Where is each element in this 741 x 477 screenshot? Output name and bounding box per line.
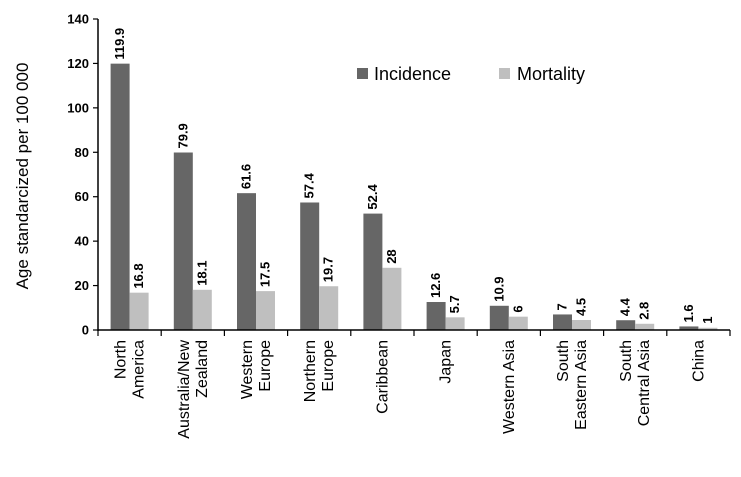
data-label-mortality: 5.7 xyxy=(447,295,462,313)
category-label: Europe xyxy=(320,340,337,392)
bar-mortality xyxy=(445,317,465,330)
bar-mortality xyxy=(319,286,339,330)
data-label-incidence: 4.4 xyxy=(618,297,633,316)
bar-mortality xyxy=(382,267,402,330)
data-label-mortality: 28 xyxy=(384,249,399,263)
category-label: South xyxy=(555,340,572,382)
category-label: Europe xyxy=(257,340,274,392)
data-label-mortality: 18.1 xyxy=(194,260,209,285)
bar-mortality xyxy=(635,323,655,330)
y-tick-label: 120 xyxy=(67,56,89,71)
y-axis-title-group: Age standarcized per 100 000 xyxy=(13,63,32,290)
category-label: Australia/New xyxy=(176,340,193,439)
bar-incidence xyxy=(426,302,446,330)
y-tick-label: 20 xyxy=(75,278,89,293)
category-label: Western Asia xyxy=(501,340,518,434)
bar-incidence xyxy=(679,326,699,330)
y-axis-title: Age standarcized per 100 000 xyxy=(13,63,32,290)
bar-mortality xyxy=(698,327,718,330)
data-label-mortality: 16.8 xyxy=(131,263,146,288)
category-label: Japan xyxy=(438,340,455,384)
bar-incidence xyxy=(237,193,256,330)
legend-swatch-mortality xyxy=(499,68,510,79)
category-label: America xyxy=(131,340,148,399)
legend-label-mortality: Mortality xyxy=(517,64,585,84)
data-label-incidence: 7 xyxy=(555,303,570,310)
data-label-mortality: 2.8 xyxy=(637,302,652,320)
data-label-incidence: 52.4 xyxy=(365,184,380,210)
axes xyxy=(97,19,731,336)
bar-incidence xyxy=(173,152,193,330)
data-label-mortality: 19.7 xyxy=(321,257,336,282)
bar-incidence xyxy=(489,305,509,330)
bar-mortality xyxy=(129,292,149,330)
data-label-mortality: 6 xyxy=(510,305,525,312)
category-label: Central Asia xyxy=(636,340,653,426)
data-label-incidence: 12.6 xyxy=(428,273,443,298)
category-label: Northern xyxy=(302,340,319,402)
category-label: Western xyxy=(239,340,256,399)
data-label-incidence: 119.9 xyxy=(112,28,127,60)
data-label-incidence: 10.9 xyxy=(491,276,506,301)
data-label-incidence: 57.4 xyxy=(302,172,317,198)
category-labels: North America Australia/New Zealand Western E… xyxy=(113,340,708,439)
data-label-mortality: 1 xyxy=(700,317,715,324)
y-tick-label: 0 xyxy=(82,323,89,338)
bar-mortality xyxy=(256,291,275,330)
bar-incidence xyxy=(363,213,383,330)
y-tick-label: 40 xyxy=(75,234,89,249)
bar-mortality xyxy=(572,320,591,330)
data-label-mortality: 17.5 xyxy=(258,262,273,287)
legend: Incidence Mortality xyxy=(357,64,585,84)
data-label-incidence: 61.6 xyxy=(239,164,254,189)
category-label: Caribbean xyxy=(374,340,391,414)
y-axis-ticks: 0 20 40 60 80 100 120 140 xyxy=(67,12,98,338)
legend-label-incidence: Incidence xyxy=(374,64,451,84)
data-label-mortality: 4.5 xyxy=(574,298,589,316)
value-labels: 119.9 79.9 61.6 57.4 52.4 12.6 10.9 7 4.4 1.6 16.8… xyxy=(112,28,715,324)
data-label-incidence: 1.6 xyxy=(681,304,696,322)
category-label: Eastern Asia xyxy=(573,340,590,430)
bar-incidence xyxy=(553,314,572,330)
category-label: South xyxy=(618,340,635,382)
y-tick-label: 100 xyxy=(67,100,89,115)
bar-incidence xyxy=(110,63,130,330)
bar-mortality xyxy=(508,316,528,330)
bars xyxy=(110,63,718,330)
y-tick-label: 60 xyxy=(75,189,89,204)
bar-incidence xyxy=(616,320,636,330)
bar-mortality xyxy=(192,289,212,330)
category-label: China xyxy=(690,340,707,382)
category-label: North xyxy=(113,340,130,379)
y-tick-label: 80 xyxy=(75,145,89,160)
data-label-incidence: 79.9 xyxy=(175,123,190,148)
bar-incidence xyxy=(300,202,320,330)
legend-swatch-incidence xyxy=(357,68,368,79)
category-label: Zealand xyxy=(194,340,211,398)
y-tick-label: 140 xyxy=(67,12,89,27)
